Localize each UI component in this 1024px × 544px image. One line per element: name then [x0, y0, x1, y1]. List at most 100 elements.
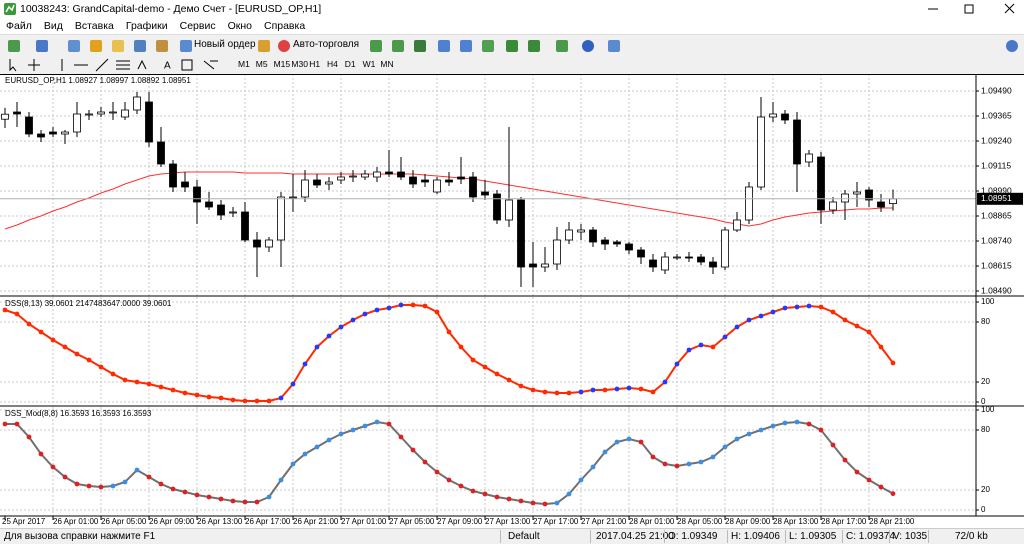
candle-body [853, 191, 861, 195]
menu-item[interactable]: Вставка [74, 20, 114, 32]
icon[interactable] [582, 40, 594, 52]
icon[interactable] [36, 40, 48, 52]
timeframe-button[interactable]: M1 [238, 59, 250, 69]
timeframe-button[interactable]: H4 [327, 59, 338, 69]
candle-body [421, 179, 429, 183]
menu-bar: Файл Вид Вставка Графики Сервис Окно Справка [0, 18, 1024, 34]
candle-body [277, 196, 285, 241]
indicator-dot [26, 321, 32, 327]
icon[interactable] [370, 40, 382, 52]
indicator-dot [410, 302, 416, 308]
x-tick-label: 28 Apr 09:00 [725, 517, 771, 526]
icon[interactable] [90, 40, 102, 52]
icon[interactable] [482, 40, 494, 52]
icon[interactable] [556, 40, 568, 52]
icon[interactable] [438, 40, 450, 52]
icon[interactable] [528, 40, 540, 52]
menu-item[interactable]: Графики [125, 20, 168, 32]
icon[interactable] [608, 40, 620, 52]
toolbar: Новый ордер Авто-торговля [0, 34, 1024, 56]
icon[interactable] [460, 40, 472, 52]
search-icon[interactable] [1006, 40, 1018, 52]
chart: 1.09490 1.09365 1.09240 1.09115 1.08990 1.088… [0, 74, 1024, 528]
indicator-dot [290, 461, 296, 467]
icon[interactable] [8, 40, 20, 52]
menu-item[interactable]: Сервис [179, 20, 216, 32]
indicator-dot [650, 389, 656, 395]
separator [727, 530, 728, 543]
indicator-dot [74, 481, 80, 487]
indicator-dot [434, 469, 440, 475]
candle-body [373, 171, 381, 178]
icon[interactable] [392, 40, 404, 52]
icon[interactable] [112, 40, 124, 52]
candle-body [433, 179, 441, 193]
y-tick-label: 0 [981, 397, 986, 406]
y-tick-label: 1.09365 [981, 110, 1012, 120]
indicator-dot [14, 421, 20, 427]
timeframe-button[interactable]: D1 [344, 59, 356, 69]
y-tick-label: 0 [981, 505, 986, 514]
y-tick-label: 80 [981, 425, 990, 434]
indicator-dot [230, 397, 236, 403]
indicator-dot [266, 494, 272, 500]
indicator-dot [458, 483, 464, 489]
candle-body [409, 176, 417, 185]
timeframe-button[interactable]: M15 [273, 59, 291, 69]
timeframe-button[interactable]: W1 [362, 59, 376, 69]
indicator-dot [194, 492, 200, 498]
icon[interactable] [414, 40, 426, 52]
candle-body [565, 229, 573, 241]
icon[interactable] [258, 40, 270, 52]
icon[interactable] [506, 40, 518, 52]
indicator-dot [866, 329, 872, 335]
timeframe-button[interactable]: M30 [291, 59, 308, 69]
icon[interactable] [156, 40, 168, 52]
indicator-dot [614, 386, 620, 392]
x-tick-label: 26 Apr 13:00 [197, 517, 243, 526]
x-tick-label: 27 Apr 21:00 [581, 517, 627, 526]
separator [664, 530, 665, 543]
indicator-dot [530, 387, 536, 393]
menu-item[interactable]: Справка [263, 20, 306, 32]
new-order-button[interactable]: Новый ордер [194, 39, 256, 50]
menu-item[interactable]: Окно [227, 20, 252, 32]
icon[interactable] [180, 40, 192, 52]
indicator-dot [182, 489, 188, 495]
indicator-dot [98, 484, 104, 490]
x-tick-label: 27 Apr 05:00 [389, 517, 435, 526]
candle-body [457, 176, 465, 180]
indicator-dot [494, 371, 500, 377]
drawing-tools[interactable]: A [4, 56, 229, 74]
app-icon [4, 3, 16, 15]
candle-body [673, 256, 681, 259]
icon[interactable] [278, 40, 290, 52]
indicator-dot [734, 324, 740, 330]
indicator-dot [386, 421, 392, 427]
indicator-dot [818, 304, 824, 310]
candle-body [385, 171, 393, 175]
indicator-dot [818, 427, 824, 433]
auto-trading-button[interactable]: Авто-торговля [293, 39, 360, 50]
indicator-dot [86, 357, 92, 363]
menu-item[interactable]: Вид [43, 20, 63, 32]
indicator-dot [2, 421, 8, 427]
icon[interactable] [134, 40, 146, 52]
candle-body [745, 186, 753, 221]
candle-body [253, 239, 261, 248]
menu-item[interactable]: Файл [6, 20, 32, 32]
timeframe-button[interactable]: M5 [255, 59, 268, 69]
candle-body [241, 211, 249, 241]
candle-body [61, 131, 69, 135]
window-controls[interactable] [914, 0, 1024, 18]
timeframe-button[interactable]: MN [380, 59, 394, 69]
indicator-dot [806, 421, 812, 427]
pane-label: DSS(8,13) 39.0601 2147483647.0000 39.060… [5, 299, 172, 308]
indicator-dot [578, 389, 584, 395]
timeframe-button[interactable]: H1 [309, 59, 321, 69]
icon[interactable] [68, 40, 80, 52]
indicator-dot [278, 477, 284, 483]
indicator-dot [38, 451, 44, 457]
indicator-dot [242, 499, 248, 505]
candle-body [97, 111, 105, 115]
